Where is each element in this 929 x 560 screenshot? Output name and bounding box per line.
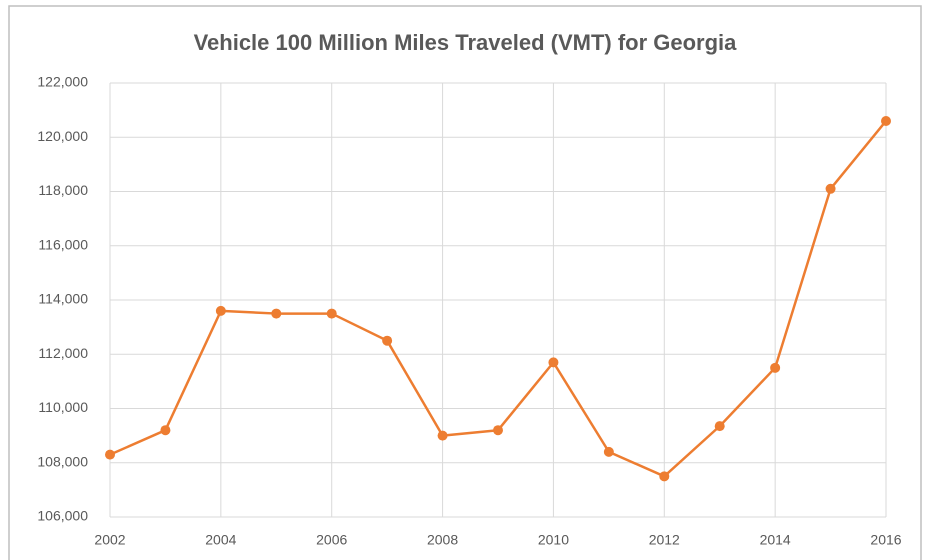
y-tick-label: 122,000 — [37, 74, 88, 90]
y-tick-label: 118,000 — [38, 182, 88, 198]
data-point — [881, 115, 891, 126]
chart-frame — [8, 5, 922, 560]
y-tick-label: 120,000 — [37, 128, 88, 144]
y-tick-label: 114,000 — [38, 291, 88, 307]
chart-title: Vehicle 100 Million Miles Traveled (VMT)… — [194, 30, 738, 55]
data-point — [714, 421, 725, 432]
x-tick-label: 2010 — [538, 532, 569, 548]
data-point — [659, 471, 670, 482]
x-tick-label: 2016 — [870, 532, 901, 548]
data-point — [215, 305, 226, 316]
data-point — [770, 362, 781, 373]
y-tick-label: 116,000 — [38, 236, 88, 252]
data-point — [105, 449, 115, 460]
data-point — [548, 357, 559, 368]
x-tick-label: 2008 — [427, 532, 458, 548]
data-point — [437, 430, 448, 441]
data-point — [493, 425, 503, 436]
data-point — [825, 183, 836, 194]
data-point — [326, 308, 337, 319]
x-tick-label: 2014 — [760, 532, 791, 548]
data-point — [382, 335, 393, 346]
data-point — [271, 308, 282, 319]
x-tick-label: 2012 — [649, 532, 680, 548]
y-tick-label: 108,000 — [37, 453, 88, 469]
x-tick-label: 2006 — [316, 532, 347, 548]
data-point — [160, 425, 171, 436]
y-tick-label: 112,000 — [38, 345, 88, 361]
y-tick-label: 106,000 — [37, 508, 88, 524]
y-tick-label: 110,000 — [38, 399, 88, 415]
x-tick-label: 2004 — [205, 532, 236, 548]
data-point — [603, 446, 614, 457]
x-tick-label: 2002 — [94, 532, 125, 548]
